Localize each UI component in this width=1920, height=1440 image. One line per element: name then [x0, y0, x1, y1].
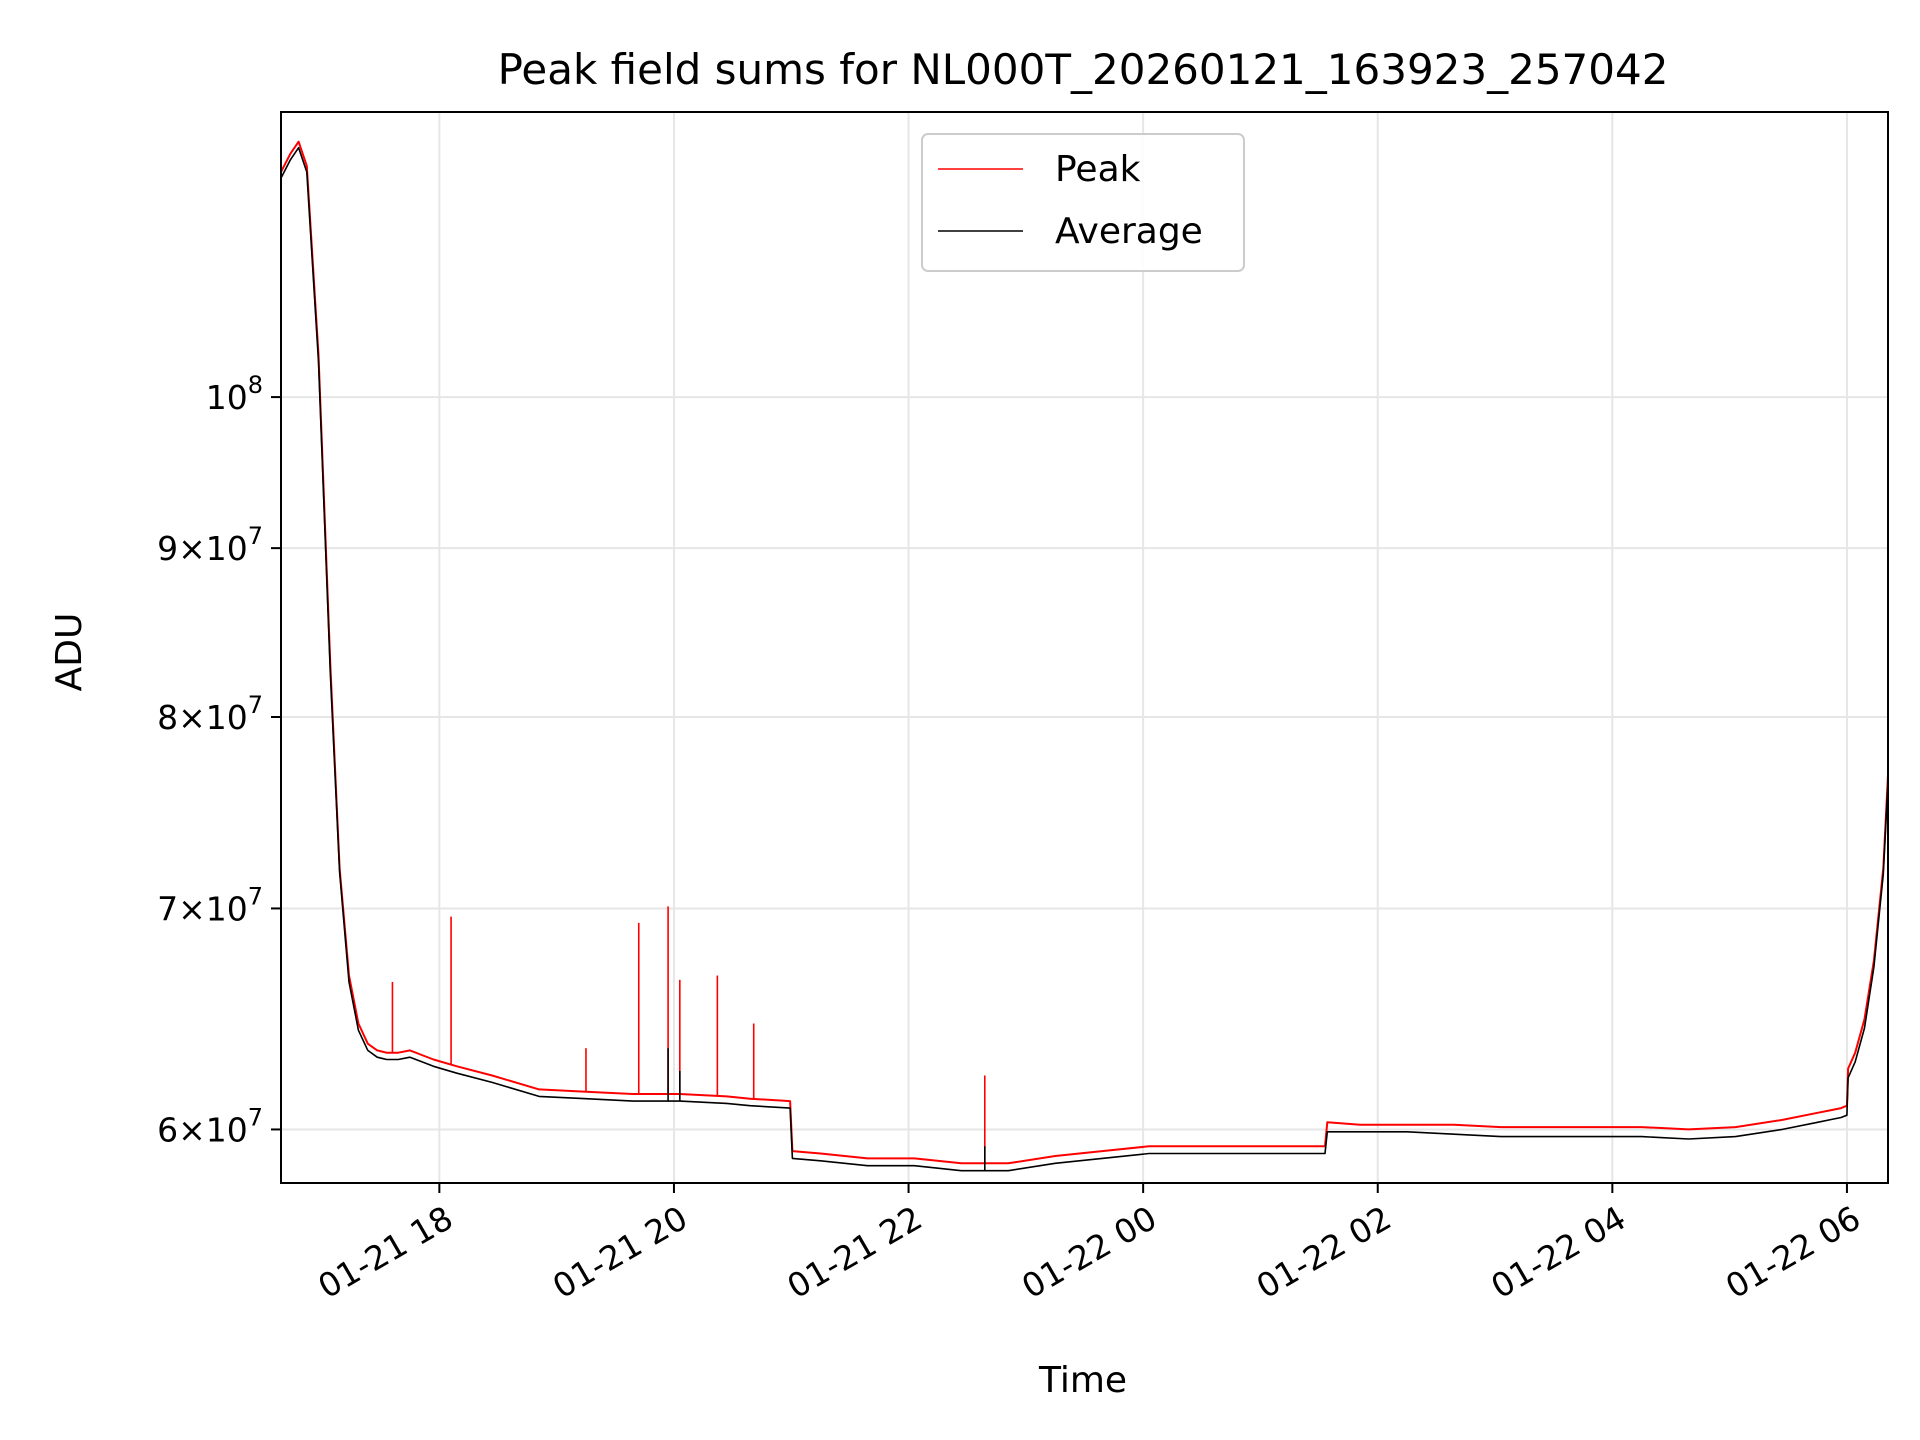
plot-area — [281, 140, 1888, 1172]
y-tick-exponent: 7 — [248, 522, 263, 550]
y-tick-exponent: 7 — [248, 691, 263, 719]
series-line-peak — [281, 140, 1888, 1165]
x-axis-label: Time — [1038, 1360, 1127, 1401]
y-tick-label: 8×107 — [157, 691, 263, 737]
y-tick-base: 10 — [206, 378, 248, 417]
y-tick-label: 7×107 — [157, 882, 263, 928]
y-tick-label: 6×107 — [157, 1103, 263, 1149]
chart-title: Peak field sums for NL000T_20260121_1639… — [498, 45, 1669, 94]
y-tick-label: 9×107 — [157, 522, 263, 568]
y-tick-base: 7×10 — [157, 889, 248, 928]
y-tick-base: 6×10 — [157, 1110, 248, 1149]
legend: Peak Average — [921, 133, 1245, 272]
y-tick-label: 108 — [206, 371, 263, 417]
grid — [281, 112, 1888, 1183]
y-tick-base: 9×10 — [157, 529, 248, 568]
series-line-average — [281, 146, 1888, 1172]
y-tick-exponent: 7 — [248, 1103, 263, 1131]
y-tick-exponent: 8 — [248, 371, 263, 399]
y-tick-exponent: 7 — [248, 882, 263, 910]
axes-frame — [280, 111, 1889, 1184]
legend-label-peak: Peak — [1055, 149, 1141, 190]
y-axis-label: ADU — [49, 613, 90, 692]
y-tick-base: 8×10 — [157, 698, 248, 737]
legend-label-average: Average — [1055, 211, 1203, 252]
